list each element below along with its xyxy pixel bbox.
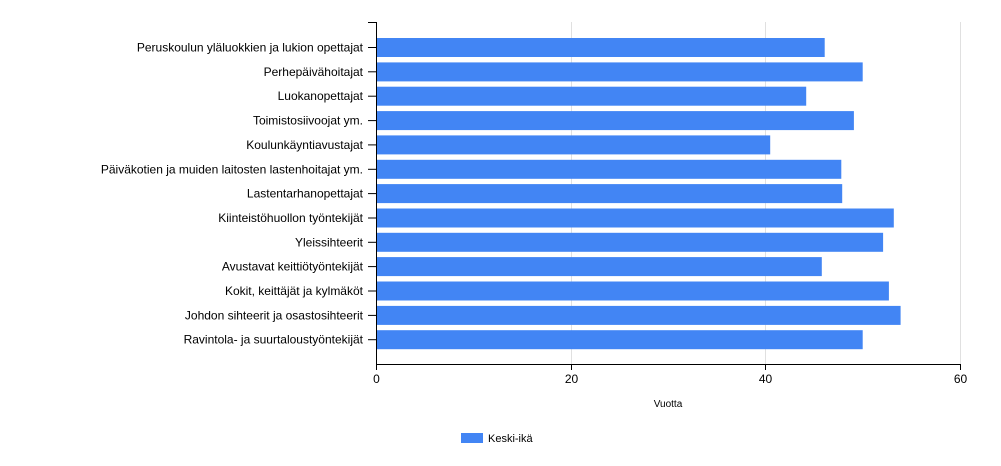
category-label: Kiinteistöhuollon työntekijät	[218, 211, 363, 225]
axes	[368, 22, 960, 365]
category-label: Yleissihteerit	[295, 235, 364, 249]
bar	[377, 257, 822, 277]
category-label: Ravintola- ja suurtaloustyöntekijät	[184, 333, 364, 347]
bar	[377, 281, 889, 301]
bar	[377, 111, 854, 131]
bar	[377, 62, 863, 82]
category-label: Peruskoulun yläluokkien ja lukion opetta…	[137, 41, 364, 55]
x-tick-label: 60	[954, 372, 968, 386]
category-label: Luokanopettajat	[278, 89, 364, 103]
category-label: Avustavat keittiötyöntekijät	[222, 260, 364, 274]
bar	[377, 208, 894, 228]
category-label: Johdon sihteerit ja osastosihteerit	[185, 308, 364, 322]
x-tick-label: 40	[759, 372, 773, 386]
x-tick-label: 0	[373, 372, 380, 386]
bar	[377, 305, 901, 325]
category-labels: Peruskoulun yläluokkien ja lukion opetta…	[101, 41, 376, 347]
category-label: Lastentarhanopettajat	[247, 187, 364, 201]
category-label: Kokit, keittäjät ja kylmäköt	[225, 284, 364, 298]
x-axis-title: Vuotta	[654, 399, 683, 410]
bar	[377, 38, 825, 57]
category-label: Toimistosiivoojat ym.	[253, 114, 363, 128]
bar	[377, 159, 842, 179]
bar	[377, 135, 771, 155]
bar	[377, 330, 863, 350]
bar	[377, 232, 884, 252]
category-label: Perhepäivähoitajat	[264, 65, 364, 79]
legend: Keski-ikä	[461, 433, 534, 445]
x-tick-label: 20	[565, 372, 579, 386]
category-label: Päiväkotien ja muiden laitosten lastenho…	[101, 162, 363, 176]
legend-swatch	[461, 433, 483, 443]
x-tick-labels: 0 20 40 60	[373, 364, 967, 386]
category-label: Koulunkäyntiavustajat	[246, 138, 363, 152]
bars	[377, 38, 901, 350]
bar	[377, 184, 843, 204]
bar	[377, 86, 807, 106]
legend-label: Keski-ikä	[488, 433, 534, 445]
